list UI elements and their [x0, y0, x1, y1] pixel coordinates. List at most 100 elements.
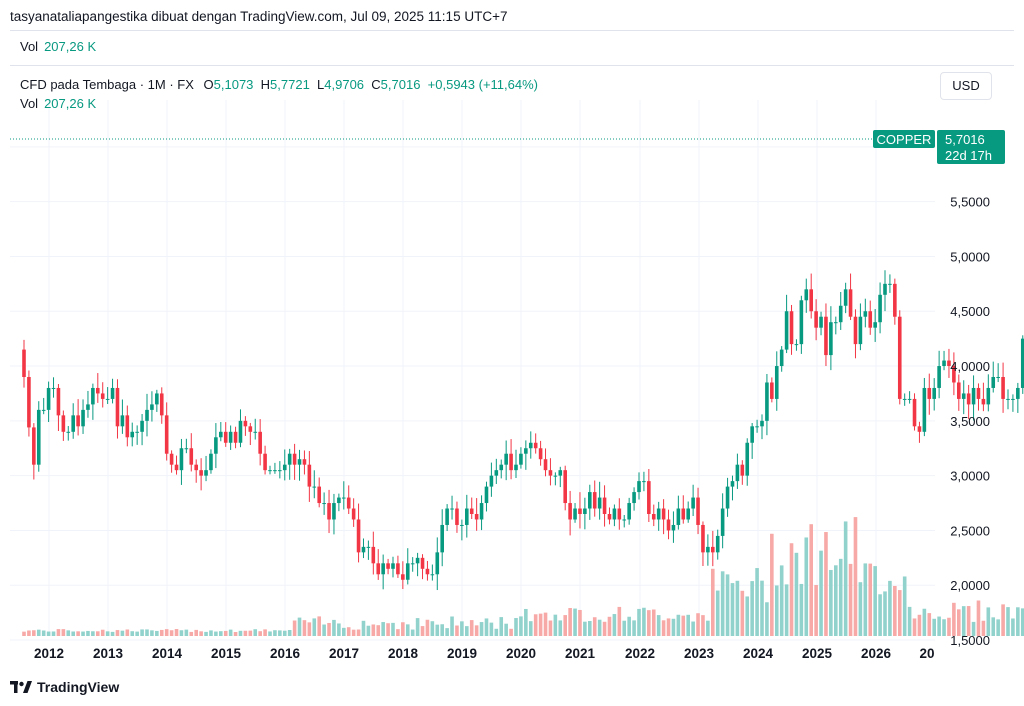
candle-body — [592, 492, 597, 509]
volume-label: Vol — [20, 96, 39, 111]
candle-body — [711, 546, 715, 553]
candle-body — [415, 557, 420, 564]
candle-body — [56, 387, 61, 416]
volume-bar — [440, 624, 444, 636]
volume-bar — [401, 622, 405, 636]
volume-bar — [661, 620, 666, 636]
volume-bar — [425, 619, 430, 636]
y-tick-label: 3,0000 — [950, 469, 990, 484]
candle-body — [765, 382, 769, 421]
volume-bar — [51, 631, 56, 636]
currency-button[interactable]: USD — [940, 72, 992, 100]
y-tick-label: 1,5000 — [950, 633, 990, 648]
candle-body — [159, 393, 164, 416]
candle-body — [588, 492, 592, 509]
candle-body — [681, 508, 686, 520]
volume-bar — [519, 616, 523, 636]
volume-bar — [528, 621, 533, 636]
candle-body — [361, 546, 366, 553]
candle-body — [632, 492, 636, 504]
volume-bar — [381, 622, 385, 636]
chart-caption: tasyanataliapangestika dibuat dengan Tra… — [10, 9, 508, 24]
volume-bar — [356, 629, 361, 636]
volume-bar — [410, 629, 415, 636]
y-tick-label: 4,0000 — [950, 359, 990, 374]
volume-bar — [346, 627, 351, 636]
candle-body — [209, 453, 213, 471]
volume-bar — [307, 622, 312, 636]
volume-bar — [947, 617, 951, 636]
candle-body — [996, 377, 1000, 378]
volume-bar — [371, 624, 376, 636]
x-tick-label: 20 — [919, 646, 934, 661]
candle-body — [656, 508, 661, 520]
divider-top — [10, 30, 1014, 31]
candle-body — [420, 557, 425, 569]
candle-body — [897, 316, 902, 399]
volume-bar — [789, 543, 794, 636]
volume-bar — [932, 618, 936, 636]
tradingview-logo[interactable]: TradingView — [10, 679, 119, 695]
candle-body — [538, 448, 543, 460]
candle-body — [169, 453, 174, 465]
candle-body — [199, 470, 203, 476]
volume-bar — [366, 625, 371, 636]
volume-bar — [504, 623, 508, 636]
volume-bar — [770, 533, 774, 636]
volume-bar — [150, 630, 154, 636]
candle-body — [794, 344, 799, 346]
candle-body — [863, 311, 868, 317]
candle-body — [337, 497, 341, 504]
candle-body — [976, 387, 981, 399]
time-axis[interactable]: 2012 2013 2014 2015 2016 2017 2018 2019 2020 2021… — [34, 646, 935, 661]
candle-body — [342, 497, 346, 499]
tradingview-logo-icon — [10, 681, 32, 693]
volume-bar — [46, 631, 51, 636]
candle-body — [405, 563, 410, 580]
candle-body — [602, 497, 607, 514]
volume-bar — [696, 613, 700, 636]
volume-bar — [66, 630, 71, 636]
candle-body — [809, 289, 813, 312]
candle-body — [568, 503, 572, 520]
volume-bar — [706, 620, 710, 636]
volume-bar — [282, 630, 287, 636]
candle-body — [381, 563, 385, 575]
volume-bar — [558, 620, 563, 636]
low-value: 4,9706 — [324, 77, 365, 92]
candle-body — [986, 387, 991, 405]
candle-body — [327, 503, 331, 520]
candle-body — [504, 453, 508, 465]
volume-bar — [194, 629, 198, 636]
volume-bar — [219, 631, 223, 636]
volume-bar — [829, 569, 833, 636]
candle-body — [627, 503, 631, 520]
volume-bar — [337, 623, 341, 636]
candle-body — [346, 497, 351, 509]
volume-bar — [819, 550, 823, 636]
volume-bar — [386, 623, 390, 636]
volume-bar — [868, 563, 873, 636]
candle-body — [469, 508, 474, 514]
candle-body — [76, 415, 80, 427]
candle-body — [671, 524, 676, 531]
volume-bar — [184, 629, 189, 636]
volume-bar — [396, 629, 400, 636]
volume-bar — [715, 590, 720, 636]
volume-bar — [897, 590, 902, 636]
ohlc-legend: CFD pada Tembaga · 1M · FX O5,1073 H5,77… — [20, 77, 538, 92]
volume-bar — [873, 566, 877, 636]
volume-bar — [878, 594, 882, 636]
candle-body — [386, 563, 390, 569]
candle-body — [868, 311, 873, 328]
volume-bar — [548, 620, 553, 636]
volume-bar — [238, 630, 243, 636]
candle-body — [484, 486, 489, 504]
volume-bar — [81, 631, 85, 636]
candle-body — [86, 404, 90, 410]
candle-body — [51, 387, 56, 389]
top-volume-label: Vol — [20, 39, 39, 54]
candle-body — [770, 382, 774, 399]
candle-body — [612, 508, 617, 520]
